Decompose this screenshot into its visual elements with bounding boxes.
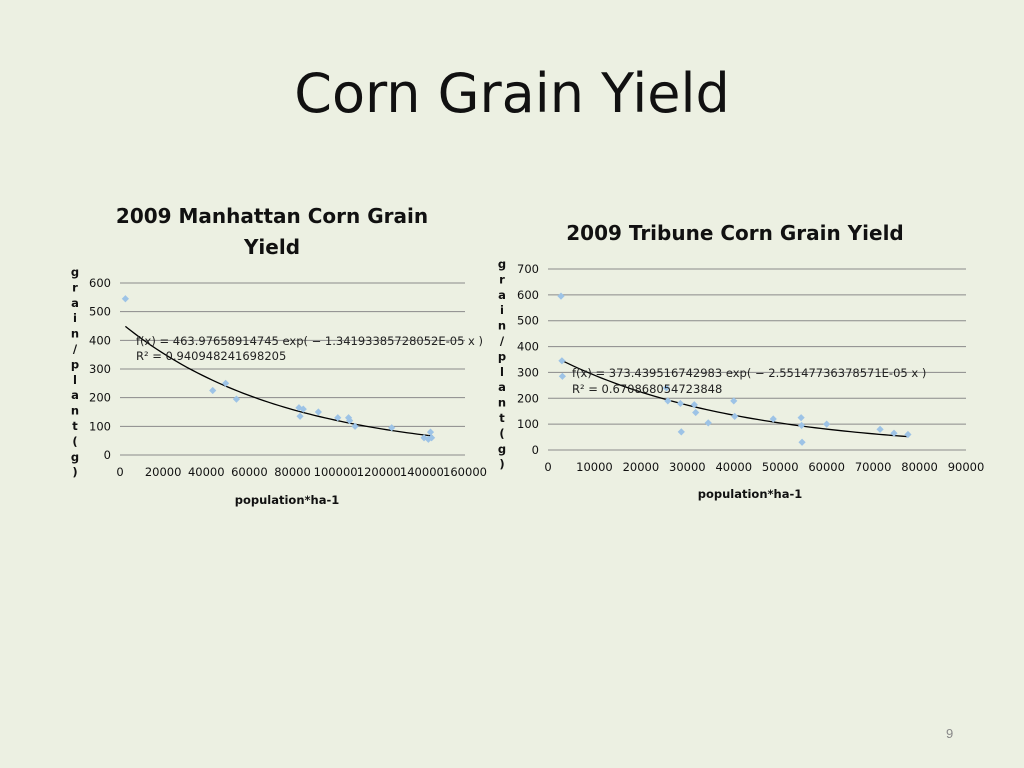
trendline-equation: f(x) = 373.439516742983 exp( − 2.5514773… bbox=[572, 366, 926, 380]
data-point bbox=[823, 420, 831, 428]
r-squared-label: R² = 0.670868054723848 bbox=[572, 382, 722, 396]
data-point bbox=[692, 408, 700, 417]
x-axis-label: population*ha-1 bbox=[698, 487, 803, 501]
x-tick-label: 40000 bbox=[188, 465, 225, 479]
trendline bbox=[124, 325, 433, 437]
x-axis-label: population*ha-1 bbox=[235, 493, 340, 507]
x-tick-label: 70000 bbox=[855, 460, 892, 474]
y-tick-label: 400 bbox=[517, 340, 539, 354]
chart-title-line-1: 2009 Manhattan Corn Grain bbox=[116, 204, 428, 228]
data-point bbox=[676, 399, 684, 408]
y-tick-label: 100 bbox=[517, 417, 539, 431]
r-squared-label: R² = 0.940948241698205 bbox=[136, 349, 286, 363]
x-tick-label: 10000 bbox=[576, 460, 613, 474]
data-point bbox=[427, 434, 436, 442]
x-tick-label: 0 bbox=[116, 465, 123, 479]
y-tick-label: 700 bbox=[517, 262, 539, 276]
data-point bbox=[222, 379, 230, 387]
x-tick-label: 30000 bbox=[669, 460, 706, 474]
y-axis-label: g r a i n / p l a n t(g) bbox=[71, 265, 79, 479]
data-point bbox=[558, 372, 566, 380]
y-tick-label: 200 bbox=[517, 391, 539, 405]
x-tick-label: 80000 bbox=[901, 460, 938, 474]
data-point bbox=[314, 408, 322, 416]
x-tick-label: 20000 bbox=[145, 465, 182, 479]
data-point bbox=[558, 357, 566, 365]
data-point bbox=[797, 414, 805, 422]
y-axis-label: g r a i n / p l a n t(g) bbox=[498, 257, 506, 471]
data-point bbox=[730, 397, 738, 405]
data-point bbox=[797, 421, 806, 430]
data-point bbox=[232, 395, 241, 403]
y-tick-label: 500 bbox=[517, 314, 539, 328]
x-tick-label: 20000 bbox=[623, 460, 660, 474]
chart-title-line-2: Yield bbox=[243, 235, 300, 259]
y-tick-label: 300 bbox=[89, 362, 111, 376]
y-tick-label: 0 bbox=[532, 443, 539, 457]
x-tick-label: 80000 bbox=[274, 465, 311, 479]
y-tick-label: 600 bbox=[89, 276, 111, 290]
data-point bbox=[904, 430, 912, 439]
y-tick-label: 600 bbox=[517, 288, 539, 302]
data-point bbox=[557, 292, 565, 300]
data-point bbox=[426, 428, 435, 436]
trendline-equation: f(x) = 463.97658914745 exp( − 1.34193385… bbox=[136, 334, 483, 348]
page-number: 9 bbox=[946, 726, 954, 741]
chart-title-line-1: 2009 Tribune Corn Grain Yield bbox=[566, 221, 904, 245]
x-tick-label: 0 bbox=[544, 460, 551, 474]
y-tick-label: 100 bbox=[89, 419, 111, 433]
y-tick-label: 300 bbox=[517, 365, 539, 379]
data-point bbox=[731, 412, 739, 420]
x-tick-label: 60000 bbox=[808, 460, 845, 474]
y-tick-label: 200 bbox=[89, 391, 111, 405]
x-tick-label: 140000 bbox=[400, 465, 444, 479]
data-point bbox=[299, 405, 307, 413]
y-tick-label: 500 bbox=[89, 305, 111, 319]
x-tick-label: 120000 bbox=[357, 465, 401, 479]
data-point bbox=[704, 419, 712, 427]
data-point bbox=[209, 386, 217, 395]
data-point bbox=[890, 429, 898, 437]
data-point bbox=[388, 424, 396, 432]
data-point bbox=[664, 397, 672, 405]
data-point bbox=[351, 422, 359, 430]
x-tick-label: 60000 bbox=[231, 465, 268, 479]
data-point bbox=[662, 384, 671, 392]
data-point bbox=[334, 414, 342, 422]
data-point bbox=[690, 401, 698, 409]
data-point bbox=[798, 438, 806, 446]
y-tick-label: 400 bbox=[89, 333, 111, 347]
x-tick-label: 40000 bbox=[715, 460, 752, 474]
data-point bbox=[296, 412, 304, 420]
x-tick-label: 50000 bbox=[762, 460, 799, 474]
data-point bbox=[769, 415, 777, 423]
data-point bbox=[346, 417, 354, 425]
x-tick-label: 90000 bbox=[948, 460, 985, 474]
data-point bbox=[121, 295, 129, 303]
x-tick-label: 100000 bbox=[314, 465, 358, 479]
data-point bbox=[876, 425, 884, 433]
x-tick-label: 160000 bbox=[443, 465, 487, 479]
slide-title: Corn Grain Yield bbox=[294, 62, 730, 125]
data-point bbox=[677, 428, 685, 436]
y-tick-label: 0 bbox=[104, 448, 111, 462]
